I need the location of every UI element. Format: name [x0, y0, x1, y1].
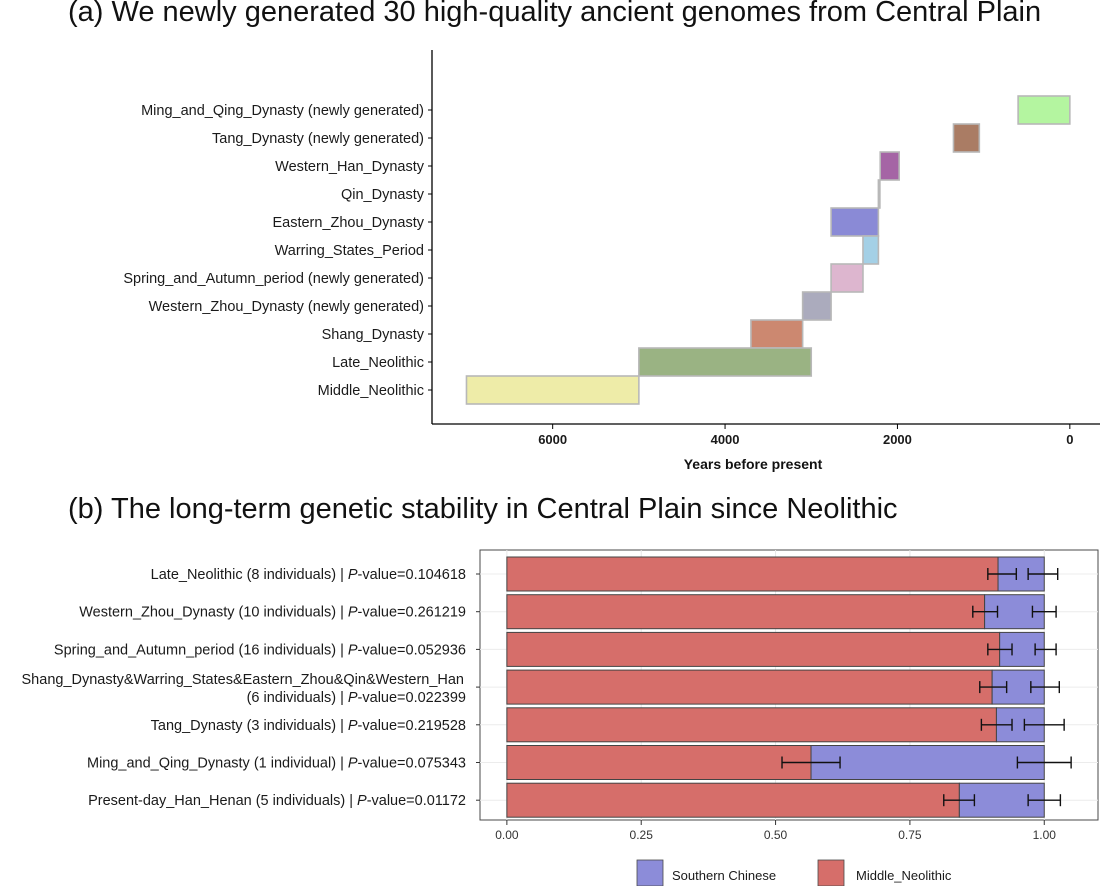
bar-late-neolithic: [638, 347, 813, 377]
p-italic: P: [348, 756, 358, 772]
panel-b-y-labels: Late_Neolithic (8 individuals) | P-value…: [22, 567, 480, 809]
label-part: Western_Zhou_Dynasty (10 individuals) |: [79, 605, 348, 621]
p-italic: P: [348, 642, 358, 658]
label-part: Ming_and_Qing_Dynasty (1 individual) |: [87, 756, 348, 772]
y-label: Present-day_Han_Henan (5 individuals) | …: [88, 793, 466, 809]
y-label-qin-dynasty: Qin_Dynasty: [341, 187, 425, 203]
label-part: -value=0.104618: [358, 567, 466, 583]
p-italic: P: [348, 605, 358, 621]
y-label: Western_Zhou_Dynasty (10 individuals) | …: [79, 605, 466, 621]
legend-southern-chinese-label: Southern Chinese: [672, 868, 776, 883]
panel-a-x-ticks: 6000 4000 2000 0: [538, 424, 1073, 447]
p-italic: P: [348, 718, 358, 734]
bar-shang-dynasty: [750, 319, 804, 349]
y-label-spring-and-autumn-period-newly-generated: Spring_and_Autumn_period (newly generate…: [123, 271, 424, 287]
label-part: -value=0.219528: [358, 718, 466, 734]
y-label: Late_Neolithic (8 individuals) | P-value…: [151, 567, 466, 583]
label-part: Spring_and_Autumn_period (16 individuals…: [54, 642, 348, 658]
bar-middle-neolithic: [506, 745, 812, 780]
bar-eastern-zhou-dynasty: [830, 207, 880, 237]
bar-western-han-dynasty: [879, 151, 900, 181]
panel-b-x-ticks: 0.00 0.25 0.50 0.75 1.00: [495, 820, 1056, 842]
x-tick-label: 0.50: [764, 828, 788, 842]
bar-middle-neolithic: [506, 556, 999, 592]
label-part: (6 individuals) |: [247, 690, 348, 706]
legend-middle-neolithic-swatch: [817, 859, 845, 886]
bar-middle-neolithic: [465, 375, 640, 405]
y-label-late-neolithic: Late_Neolithic: [332, 355, 424, 371]
bar-middle-neolithic: [506, 594, 986, 630]
bar-ming-and-qing-dynasty-newly-generated: [1017, 95, 1071, 125]
p-italic: P: [357, 793, 367, 809]
y-label-eastern-zhou-dynasty: Eastern_Zhou_Dynasty: [272, 215, 424, 231]
x-tick-label: 4000: [711, 432, 740, 447]
legend-southern-chinese-swatch: [636, 859, 664, 886]
panel-b-legend: Southern Chinese Middle_Neolithic: [636, 859, 952, 886]
y-label-western-zhou-dynasty-newly-generated: Western_Zhou_Dynasty (newly generated): [149, 299, 424, 315]
x-tick-label: 0.25: [630, 828, 654, 842]
panel-a-bars: [465, 95, 1071, 405]
bar-middle-neolithic: [506, 669, 993, 705]
bar-middle-neolithic: [506, 631, 1001, 667]
bar-qin-dynasty: [877, 179, 881, 209]
panel-a-title: (a) We newly generated 30 high-quality a…: [68, 0, 1041, 28]
panel-a-x-label: Years before present: [684, 456, 823, 472]
legend-middle-neolithic-label: Middle_Neolithic: [856, 868, 952, 883]
y-label-ming-and-qing-dynasty-newly-generated: Ming_and_Qing_Dynasty (newly generated): [141, 103, 424, 119]
bar-western-zhou-dynasty-newly-generated: [801, 291, 832, 321]
bar-warring-states-period: [862, 235, 880, 265]
x-tick-label: 6000: [538, 432, 567, 447]
bar-southern-chinese: [810, 745, 1045, 780]
x-tick-label: 1.00: [1033, 828, 1057, 842]
panel-b-error-bars: [781, 568, 1072, 807]
label-part: -value=0.01172: [367, 793, 466, 809]
y-label-warring-states-period: Warring_States_Period: [275, 243, 424, 259]
p-italic: P: [348, 567, 358, 583]
x-tick-label: 0.00: [495, 828, 519, 842]
label-part: Late_Neolithic (8 individuals) |: [151, 567, 348, 583]
bar-tang-dynasty-newly-generated: [952, 123, 981, 153]
y-label-middle-neolithic: Middle_Neolithic: [318, 383, 424, 399]
bar-middle-neolithic: [506, 707, 997, 743]
label-part: Tang_Dynasty (3 individuals) |: [151, 718, 348, 734]
x-tick-label: 2000: [883, 432, 912, 447]
bar-spring-and-autumn-period-newly-generated: [830, 263, 864, 293]
label-part: -value=0.075343: [358, 756, 466, 772]
y-label: Ming_and_Qing_Dynasty (1 individual) | P…: [87, 756, 466, 772]
y-label: (6 individuals) | P-value=0.022399: [247, 690, 466, 706]
y-label-tang-dynasty-newly-generated: Tang_Dynasty (newly generated): [212, 131, 424, 147]
panel-b-title: (b) The long-term genetic stability in C…: [68, 493, 898, 525]
p-italic: P: [348, 690, 358, 706]
label-part: -value=0.052936: [358, 642, 466, 658]
y-label: Spring_and_Autumn_period (16 individuals…: [54, 642, 466, 658]
bar-middle-neolithic: [506, 782, 960, 818]
label-part: -value=0.261219: [358, 605, 466, 621]
panel-b-bars: [506, 556, 1045, 818]
label-part: -value=0.022399: [358, 690, 466, 706]
label-part: Present-day_Han_Henan (5 individuals) |: [88, 793, 357, 809]
x-tick-label: 0.75: [898, 828, 922, 842]
x-tick-label: 0: [1066, 432, 1073, 447]
y-label-shang-dynasty: Shang_Dynasty: [322, 327, 425, 343]
y-label-line1: Shang_Dynasty&Warring_States&Eastern_Zho…: [22, 672, 464, 688]
panel-a-y-labels: Ming_and_Qing_Dynasty (newly generated) T…: [123, 103, 432, 399]
y-label-western-han-dynasty: Western_Han_Dynasty: [275, 159, 425, 175]
y-label: Tang_Dynasty (3 individuals) | P-value=0…: [151, 718, 466, 734]
